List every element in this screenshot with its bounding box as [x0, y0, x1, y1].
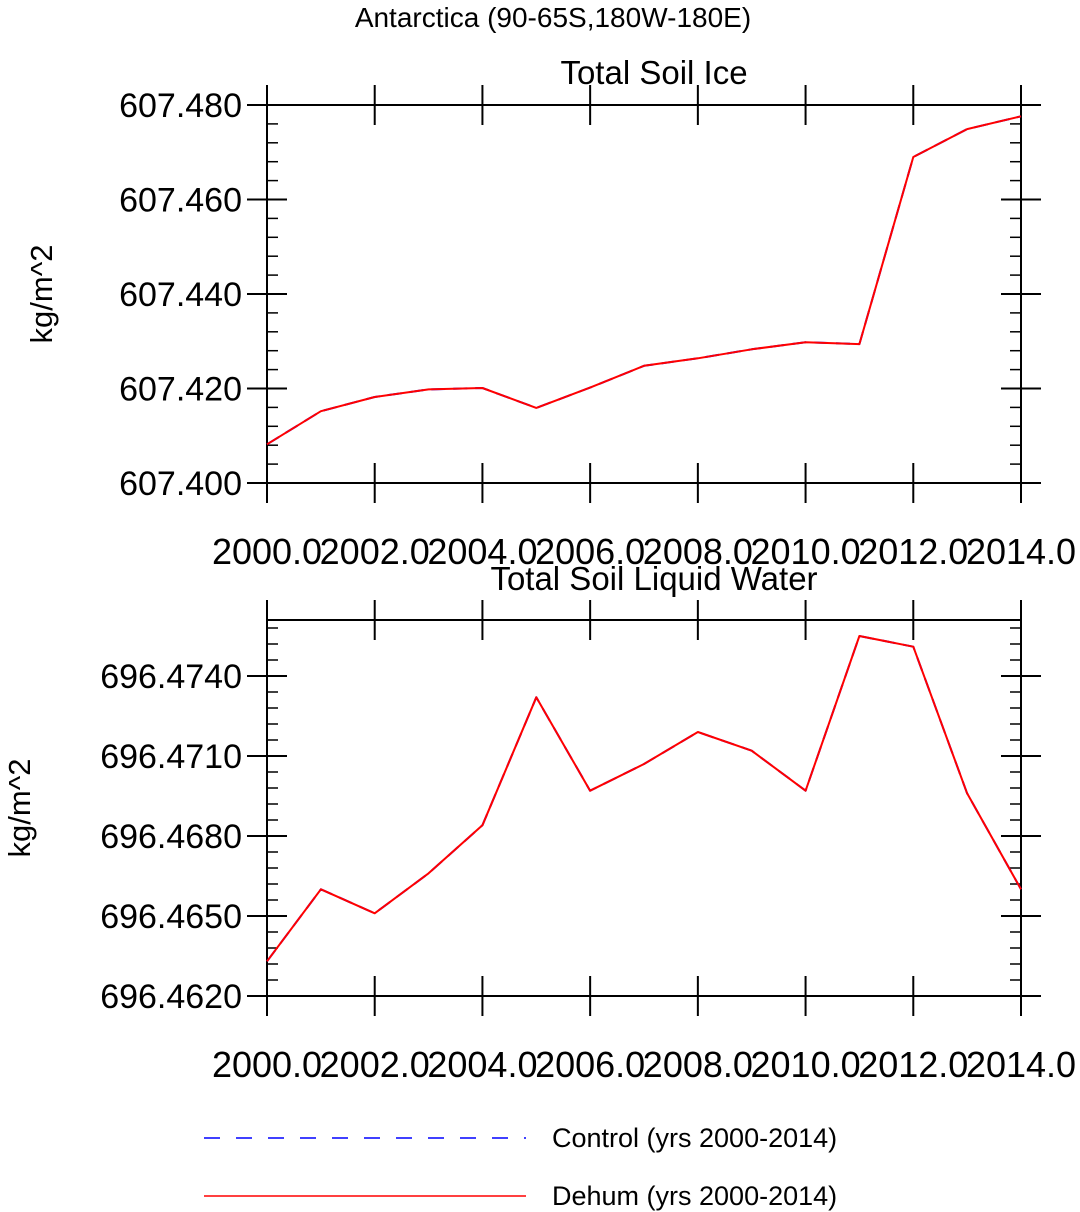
series-line-dehum: [266, 635, 1022, 962]
y-tick-label: 607.460: [119, 182, 242, 220]
x-tick-label: 2004.0: [427, 1044, 537, 1085]
y-tick-label: 696.4710: [100, 738, 242, 776]
chart-panel-total-soil-liquid-water: Total Soil Liquid Water kg/m^2 696.4620 696…: [2, 560, 1076, 1085]
x-tick-label: 2010.0: [751, 1044, 861, 1085]
series-line-dehum: [266, 115, 1022, 446]
x-tick-label: 2004.0: [427, 531, 537, 572]
x-tick-label: 2000.0: [212, 1044, 322, 1085]
y-axis-label: kg/m^2: [2, 759, 37, 858]
x-tick-label: 2014.0: [966, 1044, 1076, 1085]
x-tick-label: 2008.0: [643, 531, 753, 572]
y-tick-label: 696.4620: [100, 978, 242, 1016]
y-tick-label: 696.4680: [100, 818, 242, 856]
x-tick-label: 2008.0: [643, 1044, 753, 1085]
y-tick-label: 696.4740: [100, 658, 242, 696]
y-tick-label: 607.400: [119, 465, 242, 503]
x-tick-label: 2002.0: [320, 1044, 430, 1085]
y-tick-label: 696.4650: [100, 898, 242, 936]
y-axis-label: kg/m^2: [24, 245, 59, 344]
x-tick-label: 2014.0: [966, 531, 1076, 572]
chart-title: Total Soil Liquid Water: [490, 560, 817, 597]
x-tick-label: 2012.0: [858, 1044, 968, 1085]
x-tick-label: 2010.0: [751, 531, 861, 572]
x-tick-label: 2006.0: [535, 531, 645, 572]
plot-frame: [266, 619, 1022, 997]
y-tick-label: 607.420: [119, 371, 242, 409]
series-line-control: [266, 115, 1022, 446]
x-tick-label: 2006.0: [535, 1044, 645, 1085]
legend: Control (yrs 2000-2014) Dehum (yrs 2000-…: [204, 1123, 837, 1211]
series-line-control: [266, 635, 1022, 962]
y-tick-label: 607.480: [119, 87, 242, 125]
chart-title: Total Soil Ice: [560, 54, 747, 91]
figure-suptitle: Antarctica (90-65S,180W-180E): [355, 2, 751, 33]
x-tick-label: 2012.0: [858, 531, 968, 572]
y-tick-label: 607.440: [119, 276, 242, 314]
plot-frame: [266, 104, 1022, 484]
x-tick-label: 2000.0: [212, 531, 322, 572]
legend-label-dehum: Dehum (yrs 2000-2014): [552, 1181, 837, 1211]
chart-panel-total-soil-ice: Total Soil Ice kg/m^2 607.400 607.420 607.44…: [24, 54, 1076, 572]
x-tick-label: 2002.0: [320, 531, 430, 572]
legend-label-control: Control (yrs 2000-2014): [552, 1123, 837, 1153]
